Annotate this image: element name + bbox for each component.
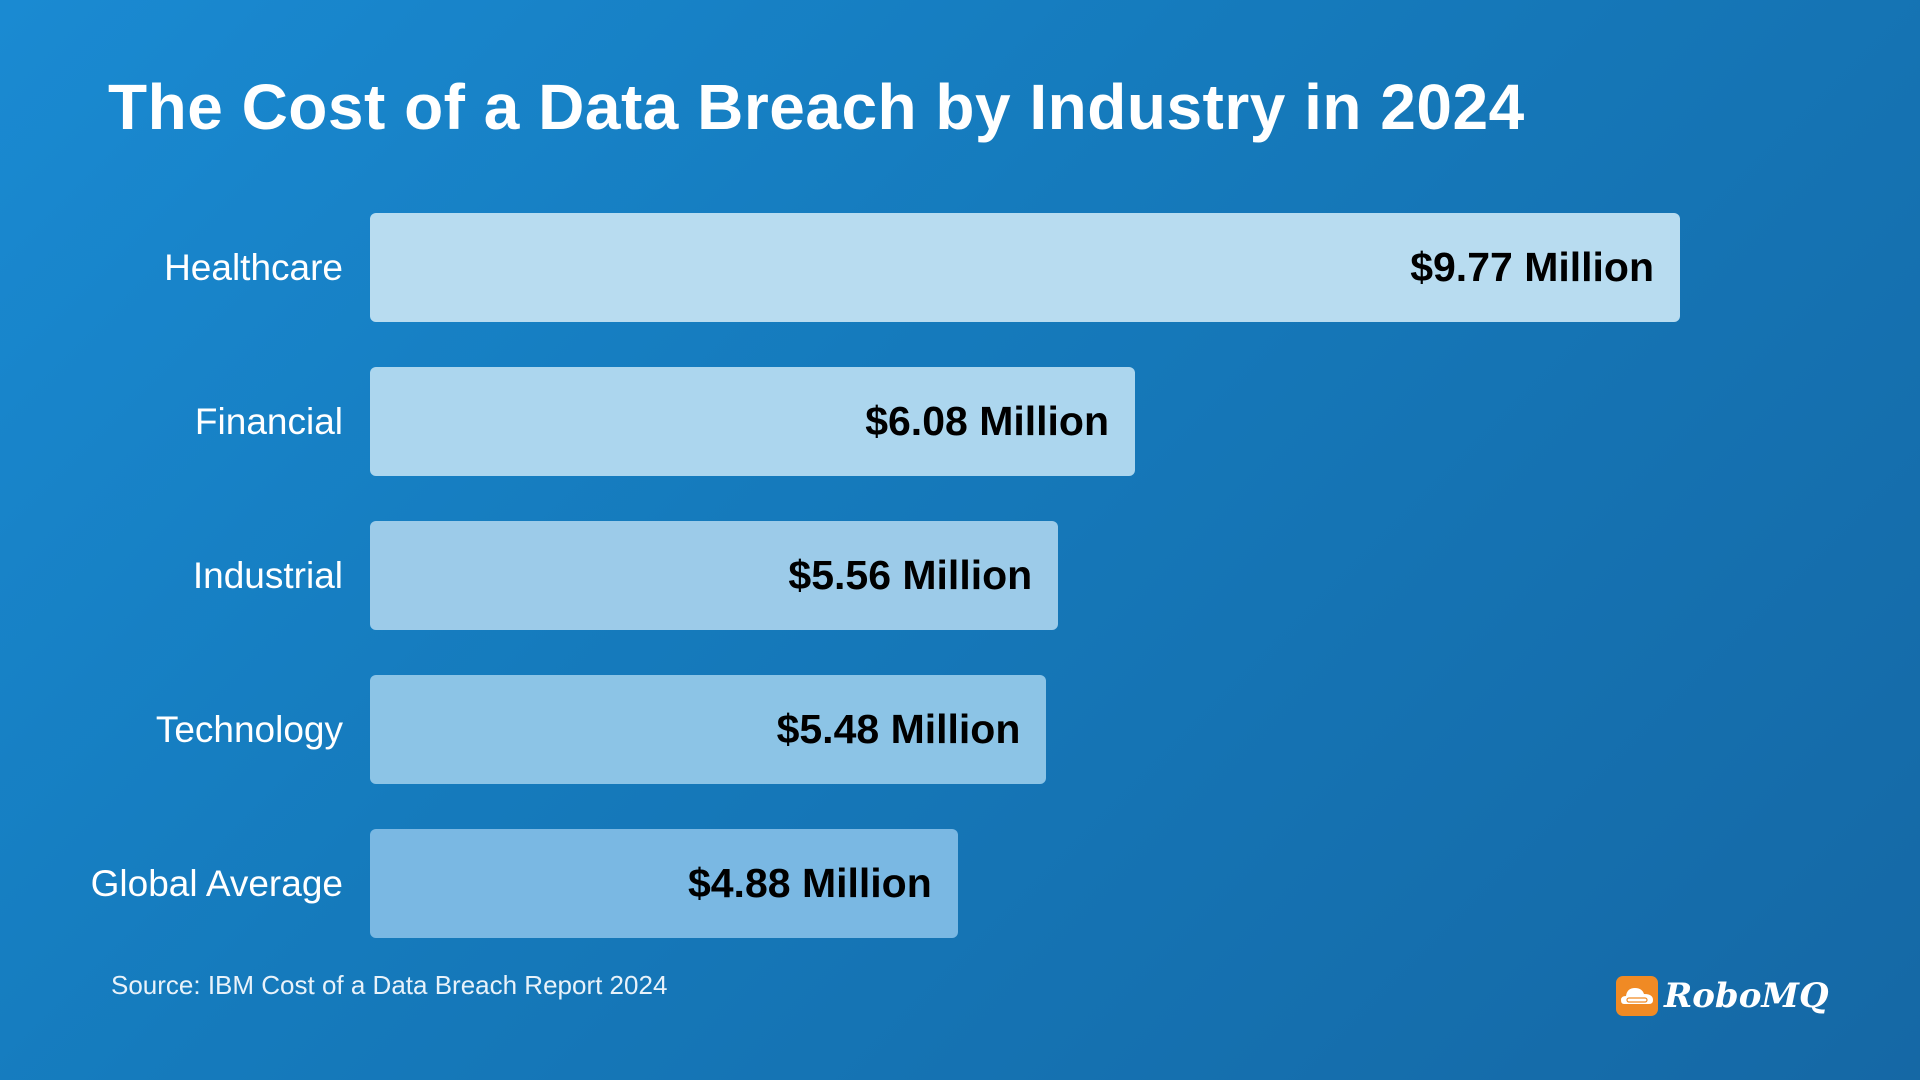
category-label: Technology <box>155 709 343 750</box>
category-label: Global Average <box>90 863 343 904</box>
brand-name: RoboMQ <box>1664 976 1829 1016</box>
bar: $9.77 Million <box>370 213 1681 322</box>
category-label: Healthcare <box>164 247 343 288</box>
bar-chart: Healthcare $9.77 Million Financial $6.08 Mi… <box>90 213 1681 938</box>
category-label: Financial <box>194 401 343 442</box>
bar: $6.08 Million <box>370 367 1136 476</box>
source-note: Source: IBM Cost of a Data Breach Report… <box>111 970 668 1000</box>
data-label: $5.56 Million <box>788 552 1033 598</box>
chart-title: The Cost of a Data Breach by Industry in… <box>108 71 1525 143</box>
robomq-logo: RoboMQ <box>1616 976 1829 1016</box>
bar: $4.88 Million <box>370 829 958 938</box>
data-label: $9.77 Million <box>1410 244 1655 290</box>
data-label: $5.48 Million <box>776 706 1021 752</box>
data-label: $4.88 Million <box>687 860 932 906</box>
bar: $5.48 Million <box>370 675 1047 784</box>
bar: $5.56 Million <box>370 521 1059 630</box>
category-label: Industrial <box>192 555 343 596</box>
data-label: $6.08 Million <box>865 398 1110 444</box>
cloud-robot-icon <box>1616 976 1658 1016</box>
